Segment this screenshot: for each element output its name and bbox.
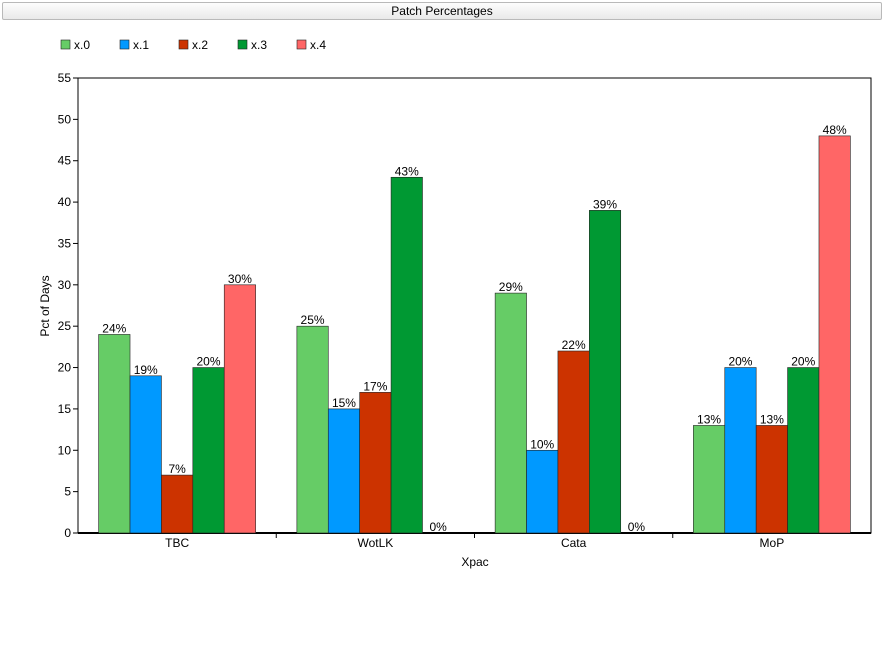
bar <box>359 392 392 534</box>
legend-label: x.1 <box>133 38 149 52</box>
legend-swatch <box>296 39 307 50</box>
bar <box>192 367 225 534</box>
bar <box>526 449 559 534</box>
data-label: 20% <box>791 355 815 369</box>
y-tick-label: 40 <box>58 195 72 209</box>
x-axis-label: Xpac <box>461 555 488 569</box>
y-tick-label: 50 <box>58 112 72 126</box>
bar <box>818 135 851 534</box>
bar <box>693 425 726 534</box>
y-axis-label: Pct of Days <box>38 275 52 336</box>
legend-swatch <box>119 39 130 50</box>
y-tick-label: 15 <box>58 402 72 416</box>
data-label: 43% <box>395 164 419 178</box>
y-tick-label: 35 <box>58 236 72 250</box>
y-tick-label: 30 <box>58 278 72 292</box>
data-label: 13% <box>760 412 784 426</box>
bar <box>223 284 256 534</box>
bar <box>129 375 162 534</box>
data-label: 13% <box>697 412 721 426</box>
data-label: 39% <box>593 197 617 211</box>
y-tick-label: 0 <box>64 526 71 540</box>
data-label: 0% <box>430 520 448 534</box>
data-label: 0% <box>628 520 646 534</box>
data-label: 48% <box>823 123 847 137</box>
data-label: 30% <box>228 272 252 286</box>
bar <box>494 292 527 534</box>
legend-swatch <box>60 39 71 50</box>
y-tick-label: 45 <box>58 154 72 168</box>
bar <box>557 350 590 534</box>
bar <box>161 474 194 534</box>
data-label: 10% <box>530 437 554 451</box>
bar <box>327 408 360 534</box>
bar <box>390 176 423 534</box>
legend-label: x.0 <box>74 38 90 52</box>
data-label: 15% <box>332 396 356 410</box>
y-tick-label: 5 <box>64 485 71 499</box>
y-tick-label: 25 <box>58 319 72 333</box>
data-label: 24% <box>102 321 126 335</box>
bar <box>724 367 757 534</box>
data-label: 20% <box>197 355 221 369</box>
data-label: 25% <box>301 313 325 327</box>
y-tick-label: 55 <box>58 71 72 85</box>
x-tick-label: WotLK <box>357 536 393 550</box>
chart-title: Patch Percentages <box>2 2 882 20</box>
legend-swatch <box>237 39 248 50</box>
axes: 0 5 10 15 20 25 30 35 40 45 50 55 TBC WotLK Cata MoP <box>58 71 872 550</box>
bar <box>589 210 622 534</box>
data-label: 29% <box>499 280 523 294</box>
x-tick-label: TBC <box>165 536 189 550</box>
bar <box>755 425 788 534</box>
data-label: 17% <box>363 379 387 393</box>
x-tick-label: MoP <box>760 536 785 550</box>
data-label: 19% <box>134 363 158 377</box>
legend-label: x.2 <box>192 38 208 52</box>
legend: x.0 x.1 x.2 x.3 x.4 <box>60 38 326 52</box>
legend-label: x.3 <box>251 38 267 52</box>
bar <box>787 367 820 534</box>
data-labels: 24% 19% 7% 20% 30% 25% 15% 17% 43% 0% 29% 10% 22% 39%… <box>102 123 847 534</box>
bar <box>296 325 329 534</box>
x-tick-label: Cata <box>561 536 587 550</box>
legend-label: x.4 <box>310 38 326 52</box>
data-label: 22% <box>562 338 586 352</box>
y-tick-label: 10 <box>58 443 72 457</box>
data-label: 7% <box>168 462 186 476</box>
data-label: 20% <box>728 355 752 369</box>
y-tick-label: 20 <box>58 361 72 375</box>
bars <box>98 135 851 534</box>
legend-swatch <box>178 39 189 50</box>
bar <box>98 334 131 534</box>
